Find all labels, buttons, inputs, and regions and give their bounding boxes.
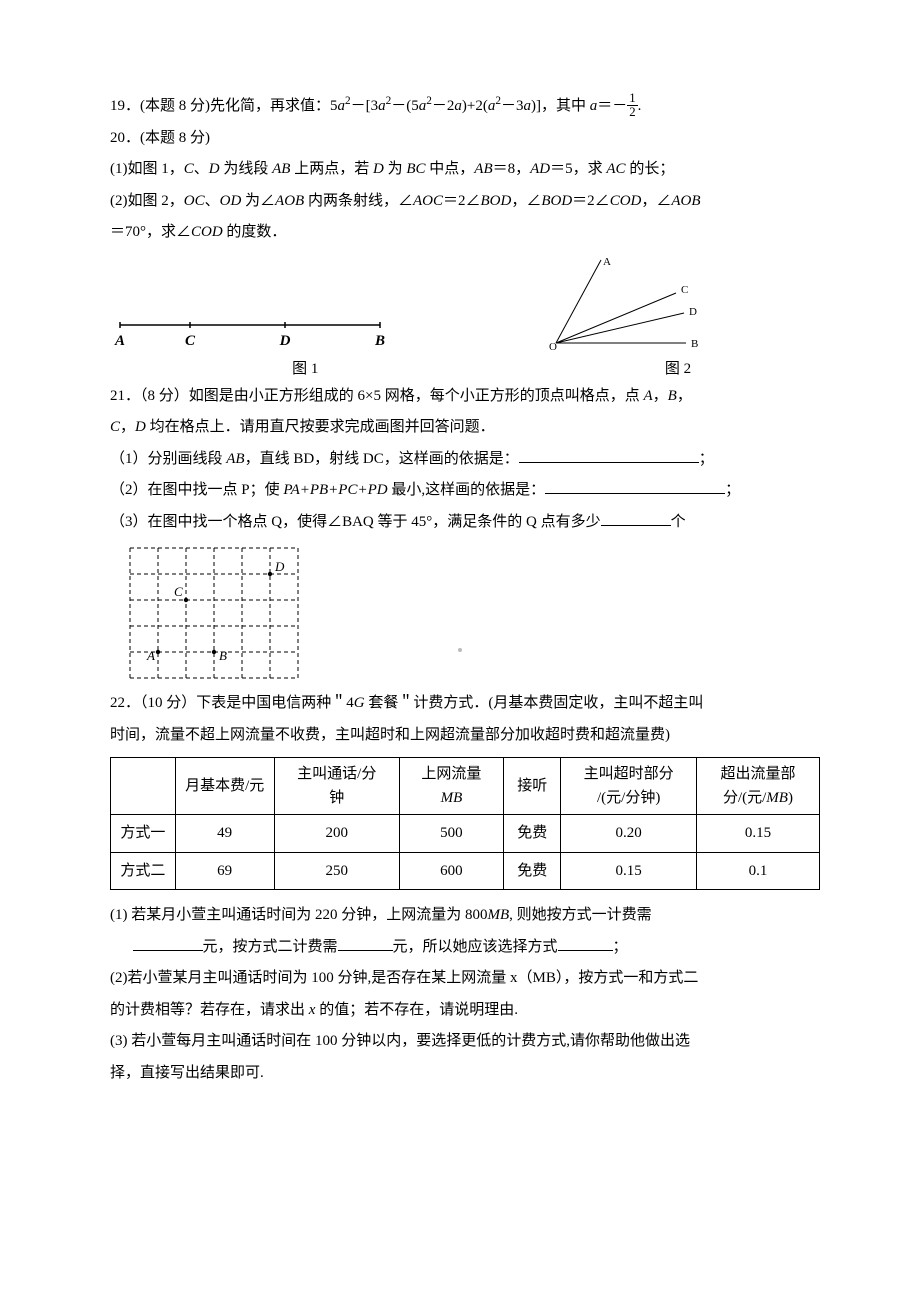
fig1-caption: 图 1 bbox=[110, 357, 501, 381]
q21-s2: （2）在图中找一点 P；使 PA+PB+PC+PD 最小,这样画的依据是：； bbox=[110, 475, 820, 507]
pricing-table: 月基本费/元 主叫通话/分钟 上网流量MB 接听 主叫超时部分/(元/分钟) 超… bbox=[110, 757, 820, 890]
table-row: 方式一 49 200 500 免费 0.20 0.15 bbox=[111, 815, 820, 853]
th-call: 主叫通话/分钟 bbox=[274, 758, 399, 815]
q21-head: 21．（8 分）如图是由小正方形组成的 6×5 网格，每个小正方形的顶点叫格点，… bbox=[110, 381, 820, 413]
q21-s3: （3）在图中找一个格点 Q，使得∠BAQ 等于 45°，满足条件的 Q 点有多少… bbox=[110, 507, 820, 539]
fig2-caption: 图 2 bbox=[536, 357, 820, 381]
page-dot bbox=[458, 648, 462, 652]
blank-input[interactable] bbox=[338, 935, 393, 951]
q22-s3a: (3) 若小萱每月主叫通话时间在 100 分钟以内，要选择更低的计费方式,请你帮… bbox=[110, 1026, 820, 1058]
svg-text:B: B bbox=[219, 648, 227, 663]
th-blank bbox=[111, 758, 176, 815]
q22-head3: 时间，流量不超上网流量不收费，主叫超时和上网超流量部分加收超时费和超流量费) bbox=[110, 720, 820, 752]
q21-s1: （1）分别画线段 AB，直线 BD，射线 DC，这样画的依据是：； bbox=[110, 444, 820, 476]
svg-text:D: D bbox=[279, 333, 291, 349]
q22-s1: (1) 若某月小萱主叫通话时间为 220 分钟，上网流量为 800MB, 则她按… bbox=[110, 900, 820, 932]
q19-text: 19．(本题 8 分)先化简，再求值：5 bbox=[110, 98, 338, 114]
figure-2: O A C D B 图 2 bbox=[536, 255, 820, 381]
q20-p3: ＝70°，求∠COD 的度数． bbox=[110, 217, 820, 249]
blank-input[interactable] bbox=[558, 935, 613, 951]
svg-text:O: O bbox=[549, 341, 557, 353]
q22-s2a: (2)若小萱某月主叫通话时间为 100 分钟,是否存在某上网流量 x（MB），按… bbox=[110, 963, 820, 995]
th-fee: 月基本费/元 bbox=[175, 758, 274, 815]
svg-text:A: A bbox=[146, 648, 155, 663]
svg-text:C: C bbox=[681, 284, 688, 296]
fraction: 12 bbox=[627, 92, 637, 120]
svg-text:C: C bbox=[174, 584, 183, 599]
q21-head2: C，D 均在格点上．请用直尺按要求完成画图并回答问题． bbox=[110, 412, 820, 444]
svg-text:B: B bbox=[374, 333, 385, 349]
th-data: 上网流量MB bbox=[399, 758, 503, 815]
blank-input[interactable] bbox=[545, 478, 725, 494]
svg-text:C: C bbox=[185, 333, 196, 349]
th-over-data: 超出流量部分/(元/MB) bbox=[696, 758, 819, 815]
q20-head: 20．(本题 8 分) bbox=[110, 123, 820, 155]
th-over-call: 主叫超时部分/(元/分钟) bbox=[561, 758, 697, 815]
q21-grid: A B C D bbox=[120, 538, 310, 688]
q19: 19．(本题 8 分)先化简，再求值：5a2－[3a2－(5a2－2a)+2(a… bbox=[110, 90, 820, 123]
table-header-row: 月基本费/元 主叫通话/分钟 上网流量MB 接听 主叫超时部分/(元/分钟) 超… bbox=[111, 758, 820, 815]
blank-input[interactable] bbox=[519, 447, 699, 463]
q22-head: 22．（10 分）下表是中国电信两种＂4G 套餐＂计费方式．(月基本费固定收，主… bbox=[110, 688, 820, 720]
svg-text:D: D bbox=[274, 559, 285, 574]
blank-input[interactable] bbox=[601, 510, 671, 526]
q20-figures: A C D B 图 1 O A C D B 图 2 bbox=[110, 255, 820, 381]
fig1-svg: A C D B bbox=[110, 305, 390, 355]
fig2-svg: O A C D B bbox=[536, 255, 706, 355]
th-recv: 接听 bbox=[504, 758, 561, 815]
svg-text:D: D bbox=[689, 306, 697, 318]
q22-s1b: 元，按方式二计费需元，所以她应该选择方式； bbox=[110, 932, 820, 964]
var-a: a bbox=[338, 98, 346, 114]
q20-p2: (2)如图 2，OC、OD 为∠AOB 内两条射线，∠AOC＝2∠BOD，∠BO… bbox=[110, 186, 820, 218]
svg-text:A: A bbox=[114, 333, 125, 349]
blank-input[interactable] bbox=[133, 935, 203, 951]
q20-p1: (1)如图 1，C、D 为线段 AB 上两点，若 D 为 BC 中点，AB＝8，… bbox=[110, 154, 820, 186]
table-row: 方式二 69 250 600 免费 0.15 0.1 bbox=[111, 852, 820, 890]
q22-s2b: 的计费相等？若存在，请求出 x 的值；若不存在，请说明理由. bbox=[110, 995, 820, 1027]
svg-text:B: B bbox=[691, 338, 698, 350]
q22-s3b: 择，直接写出结果即可. bbox=[110, 1058, 820, 1090]
svg-text:A: A bbox=[603, 256, 611, 268]
figure-1: A C D B 图 1 bbox=[110, 305, 501, 381]
